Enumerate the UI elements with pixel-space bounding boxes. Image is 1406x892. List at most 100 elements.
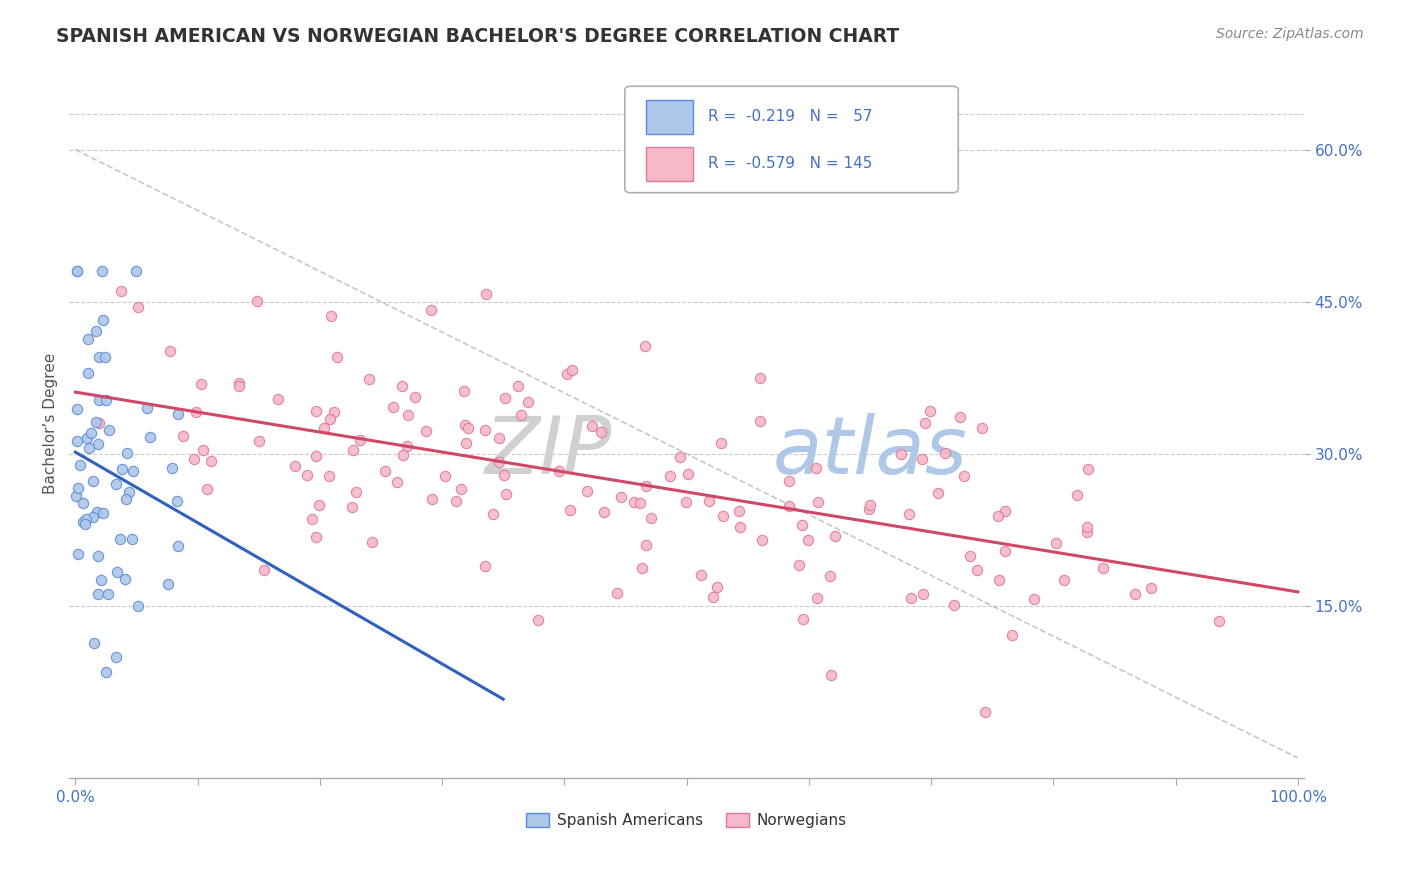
Point — [105, 477, 128, 491]
Point — [121, 532, 143, 546]
Point — [450, 483, 472, 497]
Y-axis label: Bachelor’s Degree: Bachelor’s Degree — [44, 352, 58, 494]
Point — [82, 510, 104, 524]
Point — [115, 446, 138, 460]
Point — [253, 563, 276, 577]
Point — [697, 494, 720, 508]
Point — [628, 495, 651, 509]
Point — [200, 454, 222, 468]
Point — [804, 461, 827, 475]
Point — [381, 400, 404, 414]
Point — [689, 568, 711, 582]
Point — [105, 565, 128, 579]
Point — [972, 421, 994, 435]
Point — [127, 599, 149, 613]
Point — [526, 613, 548, 627]
Point — [634, 479, 657, 493]
Point — [1076, 520, 1098, 534]
Point — [640, 510, 662, 524]
Point — [228, 378, 250, 392]
Point — [76, 431, 98, 445]
Point — [623, 495, 645, 509]
Point — [789, 558, 811, 573]
Point — [75, 512, 97, 526]
Point — [374, 464, 396, 478]
Point — [77, 442, 100, 456]
Point — [516, 394, 538, 409]
Point — [65, 489, 87, 503]
Point — [87, 587, 110, 601]
Point — [308, 498, 330, 512]
Point — [160, 460, 183, 475]
Point — [988, 573, 1011, 587]
Point — [121, 464, 143, 478]
Point — [675, 495, 697, 509]
Point — [510, 409, 533, 423]
Point — [444, 494, 467, 508]
Point — [858, 502, 880, 516]
Point — [319, 309, 342, 323]
Point — [897, 507, 920, 521]
Point — [1208, 614, 1230, 628]
Point — [114, 572, 136, 586]
Point — [404, 391, 426, 405]
Point — [927, 486, 949, 500]
Point — [420, 303, 443, 318]
Point — [994, 544, 1017, 558]
Legend: Spanish Americans, Norwegians: Spanish Americans, Norwegians — [520, 807, 853, 834]
Point — [792, 517, 814, 532]
Point — [89, 350, 111, 364]
Point — [172, 428, 194, 442]
Point — [125, 264, 148, 278]
Point — [631, 561, 654, 575]
Point — [634, 339, 657, 353]
Point — [581, 418, 603, 433]
Point — [87, 437, 110, 451]
Point — [66, 264, 89, 278]
Point — [97, 424, 120, 438]
Point — [82, 474, 104, 488]
Point — [108, 533, 131, 547]
Point — [934, 446, 956, 460]
Point — [482, 508, 505, 522]
Point — [575, 483, 598, 498]
Point — [959, 549, 981, 563]
Point — [508, 379, 530, 393]
Point — [911, 452, 934, 467]
Point — [89, 416, 111, 430]
Point — [90, 573, 112, 587]
Point — [900, 591, 922, 605]
Point — [749, 414, 772, 428]
Point — [658, 469, 681, 483]
Point — [806, 591, 828, 605]
Point — [104, 650, 127, 665]
Text: R =  -0.579   N = 145: R = -0.579 N = 145 — [707, 156, 872, 171]
Text: SPANISH AMERICAN VS NORWEGIAN BACHELOR'S DEGREE CORRELATION CHART: SPANISH AMERICAN VS NORWEGIAN BACHELOR'S… — [56, 27, 900, 45]
Point — [247, 434, 270, 449]
Point — [117, 485, 139, 500]
Point — [65, 264, 87, 278]
Point — [474, 559, 496, 574]
Point — [344, 485, 367, 500]
Point — [454, 418, 477, 433]
Point — [392, 448, 415, 462]
Point — [387, 475, 409, 489]
Point — [69, 458, 91, 472]
Point — [918, 404, 941, 418]
Point — [166, 493, 188, 508]
Point — [807, 495, 830, 509]
Point — [186, 405, 208, 419]
Point — [914, 416, 936, 430]
Point — [91, 313, 114, 327]
Point — [318, 469, 340, 483]
Point — [190, 377, 212, 392]
Point — [297, 467, 319, 482]
Point — [110, 462, 132, 476]
Point — [1140, 582, 1163, 596]
Point — [676, 467, 699, 481]
Text: atlas: atlas — [773, 413, 967, 491]
Point — [706, 580, 728, 594]
Point — [305, 449, 328, 463]
Point — [558, 503, 581, 517]
Point — [76, 332, 98, 346]
